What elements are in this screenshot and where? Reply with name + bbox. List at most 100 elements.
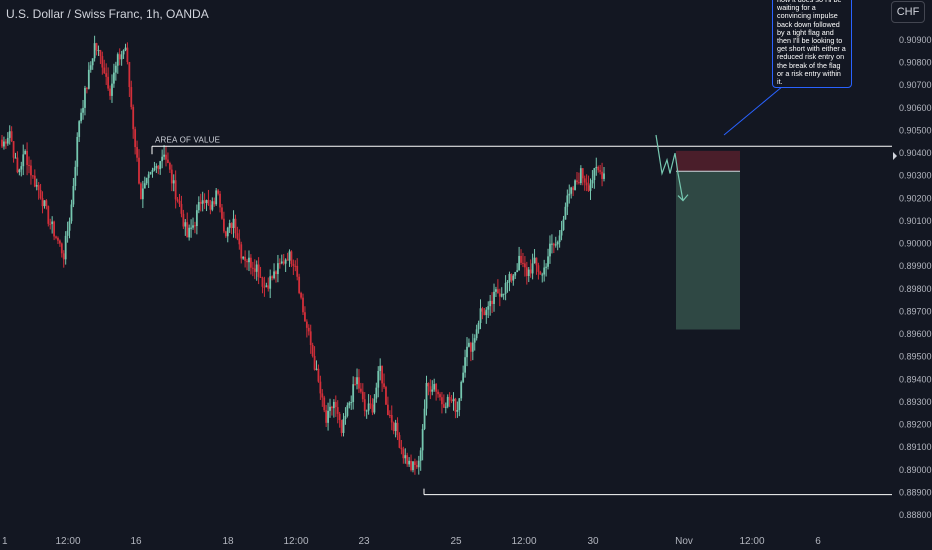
drawings-layer: AREA OF VALUE — [151, 85, 892, 496]
candle — [570, 186, 573, 199]
candle — [323, 395, 326, 413]
candle-body — [215, 190, 218, 205]
candle-body — [371, 404, 374, 413]
candle-body — [103, 67, 106, 74]
candle — [462, 365, 465, 384]
candle-body — [39, 190, 42, 199]
price-tick-label: 0.89100 — [899, 442, 932, 452]
candle-body — [211, 201, 214, 210]
candle — [444, 402, 447, 414]
candle — [304, 306, 306, 322]
candle-body — [564, 206, 567, 220]
candle — [371, 398, 374, 416]
candle — [273, 263, 275, 280]
candle — [485, 307, 488, 324]
candle — [334, 395, 337, 417]
time-tick-label: Nov — [675, 536, 693, 547]
candle — [531, 253, 534, 280]
candle-body — [284, 259, 287, 264]
candle — [41, 191, 44, 214]
price-tick-label: 0.89200 — [899, 420, 932, 430]
candle-body — [151, 170, 154, 172]
candle-body — [24, 150, 27, 155]
candle-body — [82, 107, 84, 113]
time-tick-label: 6 — [815, 536, 821, 547]
price-tick-label: 0.88800 — [899, 510, 932, 520]
candle — [62, 250, 65, 268]
candle — [128, 61, 131, 97]
candle — [286, 252, 289, 261]
candle-body — [572, 187, 575, 190]
candle-body — [535, 257, 538, 266]
candle — [417, 455, 420, 475]
candle-body — [506, 281, 509, 283]
candle-body — [537, 265, 540, 272]
candle — [24, 149, 27, 155]
candle-body — [508, 274, 511, 282]
candle-body — [194, 225, 196, 227]
candle-body — [240, 244, 243, 259]
note-callout[interactable]: how it does so I'll be waiting for a con… — [772, 0, 852, 88]
price-tick-label: 0.90300 — [899, 171, 932, 181]
candle — [186, 212, 189, 238]
candle-body — [305, 321, 308, 328]
candle-body — [201, 200, 204, 204]
stop-loss-zone — [676, 150, 740, 172]
time-axis[interactable]: 1 12:00 16 18 12:00 23 25 12:00 30 Nov 12:00 6 — [0, 528, 892, 550]
candle-body — [433, 384, 436, 390]
candle — [359, 382, 362, 394]
candle — [340, 419, 343, 437]
candle — [238, 229, 241, 250]
price-tick-label: 0.90600 — [899, 103, 932, 113]
candle — [309, 324, 312, 354]
candle — [80, 108, 83, 124]
candle — [493, 283, 495, 312]
candle-body — [578, 182, 580, 184]
candle-body — [446, 396, 449, 407]
candle — [500, 287, 503, 298]
price-tick-label: 0.89600 — [899, 329, 932, 339]
candle-body — [228, 223, 231, 228]
candle-body — [415, 465, 418, 468]
candle — [126, 42, 129, 65]
candle-body — [163, 154, 165, 157]
candle — [419, 447, 422, 471]
candle — [576, 172, 578, 185]
candle-body — [556, 242, 559, 245]
candle-body — [408, 460, 411, 465]
candle-body — [55, 236, 57, 238]
candle — [392, 421, 395, 435]
candle-body — [396, 422, 399, 436]
candle-body — [383, 383, 385, 388]
price-tick-label: 0.90100 — [899, 216, 932, 226]
candle-body — [49, 223, 52, 225]
price-axis[interactable]: 0.90900 0.90800 0.90700 0.90600 0.90500 0.904… — [892, 0, 932, 550]
candle-body — [12, 141, 15, 158]
candle-body — [346, 405, 349, 416]
currency-button[interactable]: CHF — [891, 1, 925, 23]
candle — [321, 389, 324, 407]
candle — [165, 145, 167, 167]
candle-body — [300, 292, 302, 298]
candle — [275, 270, 277, 283]
candle — [522, 252, 524, 268]
candle-body — [111, 83, 113, 96]
candle — [398, 432, 401, 449]
candle — [585, 174, 588, 192]
candle — [601, 162, 603, 187]
candle — [412, 461, 414, 473]
candle-body — [458, 398, 461, 410]
candle — [113, 63, 115, 88]
candle — [481, 306, 484, 320]
candle — [60, 242, 63, 258]
candle-body — [138, 157, 140, 184]
time-tick-label: 12:00 — [283, 536, 308, 547]
candle — [591, 170, 594, 189]
projected-arrowhead — [677, 194, 689, 202]
candle — [294, 260, 297, 272]
candle — [255, 260, 258, 281]
candle — [157, 164, 160, 175]
candle-body — [159, 161, 162, 170]
candle-body — [381, 365, 384, 384]
